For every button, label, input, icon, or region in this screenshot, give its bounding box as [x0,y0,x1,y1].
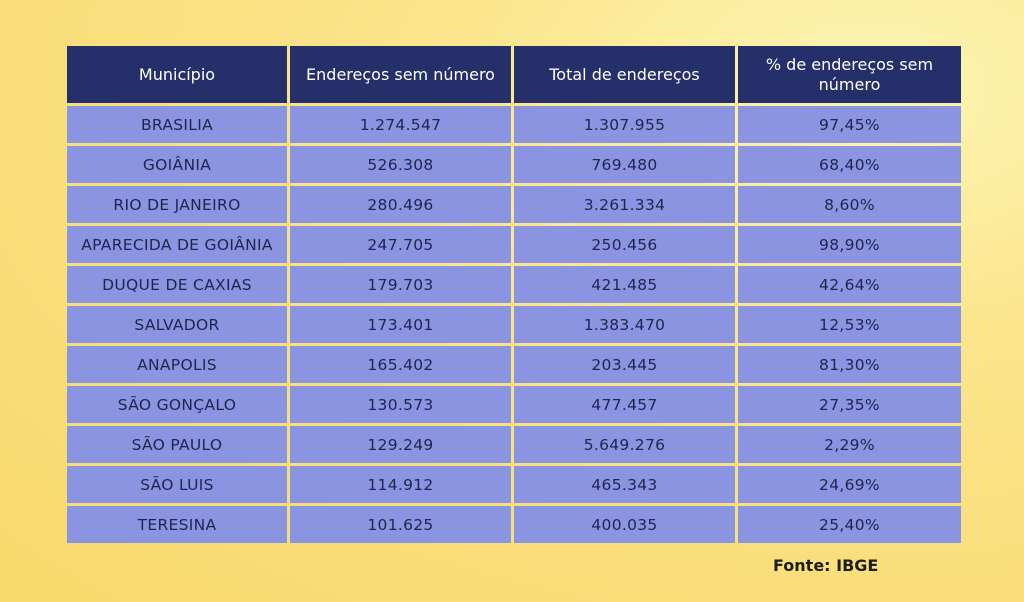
cell-sem-numero: 114.912 [290,466,511,503]
header-total-enderecos: Total de endereços [514,46,735,103]
cell-sem-numero: 129.249 [290,426,511,463]
cell-percent: 97,45% [738,106,961,143]
header-enderecos-sem-numero: Endereços sem número [290,46,511,103]
cell-percent: 12,53% [738,306,961,343]
cell-sem-numero: 179.703 [290,266,511,303]
cell-percent: 8,60% [738,186,961,223]
cell-total: 769.480 [514,146,735,183]
table-row: BRASILIA 1.274.547 1.307.955 97,45% [67,106,961,143]
cell-municipio: TERESINA [67,506,287,543]
table-header-row: Município Endereços sem número Total de … [67,46,961,103]
cell-total: 400.035 [514,506,735,543]
cell-percent: 27,35% [738,386,961,423]
table-row: ANAPOLIS 165.402 203.445 81,30% [67,346,961,383]
cell-municipio: DUQUE DE CAXIAS [67,266,287,303]
header-municipio: Município [67,46,287,103]
table-row: SÃO PAULO 129.249 5.649.276 2,29% [67,426,961,463]
cell-sem-numero: 247.705 [290,226,511,263]
cell-sem-numero: 280.496 [290,186,511,223]
cell-total: 477.457 [514,386,735,423]
header-percent-sem-numero: % de endereços sem número [738,46,961,103]
cell-sem-numero: 526.308 [290,146,511,183]
addresses-table: Município Endereços sem número Total de … [64,43,964,546]
cell-total: 3.261.334 [514,186,735,223]
cell-sem-numero: 101.625 [290,506,511,543]
cell-total: 203.445 [514,346,735,383]
cell-total: 250.456 [514,226,735,263]
cell-percent: 25,40% [738,506,961,543]
table-row: SALVADOR 173.401 1.383.470 12,53% [67,306,961,343]
cell-municipio: RIO DE JANEIRO [67,186,287,223]
table-row: APARECIDA DE GOIÂNIA 247.705 250.456 98,… [67,226,961,263]
cell-municipio: SÃO PAULO [67,426,287,463]
table-row: TERESINA 101.625 400.035 25,40% [67,506,961,543]
table-row: GOIÂNIA 526.308 769.480 68,40% [67,146,961,183]
cell-total: 5.649.276 [514,426,735,463]
cell-percent: 42,64% [738,266,961,303]
cell-municipio: SÃO LUIS [67,466,287,503]
cell-percent: 68,40% [738,146,961,183]
cell-municipio: SALVADOR [67,306,287,343]
cell-percent: 81,30% [738,346,961,383]
cell-municipio: APARECIDA DE GOIÂNIA [67,226,287,263]
cell-total: 1.383.470 [514,306,735,343]
table-row: SÃO LUIS 114.912 465.343 24,69% [67,466,961,503]
cell-municipio: ANAPOLIS [67,346,287,383]
cell-total: 1.307.955 [514,106,735,143]
cell-municipio: SÃO GONÇALO [67,386,287,423]
cell-municipio: GOIÂNIA [67,146,287,183]
cell-percent: 98,90% [738,226,961,263]
cell-municipio: BRASILIA [67,106,287,143]
cell-sem-numero: 173.401 [290,306,511,343]
cell-sem-numero: 1.274.547 [290,106,511,143]
table-row: RIO DE JANEIRO 280.496 3.261.334 8,60% [67,186,961,223]
cell-percent: 24,69% [738,466,961,503]
cell-sem-numero: 130.573 [290,386,511,423]
cell-total: 421.485 [514,266,735,303]
table-row: SÃO GONÇALO 130.573 477.457 27,35% [67,386,961,423]
source-caption: Fonte: IBGE [773,556,879,575]
cell-total: 465.343 [514,466,735,503]
cell-percent: 2,29% [738,426,961,463]
cell-sem-numero: 165.402 [290,346,511,383]
table-row: DUQUE DE CAXIAS 179.703 421.485 42,64% [67,266,961,303]
